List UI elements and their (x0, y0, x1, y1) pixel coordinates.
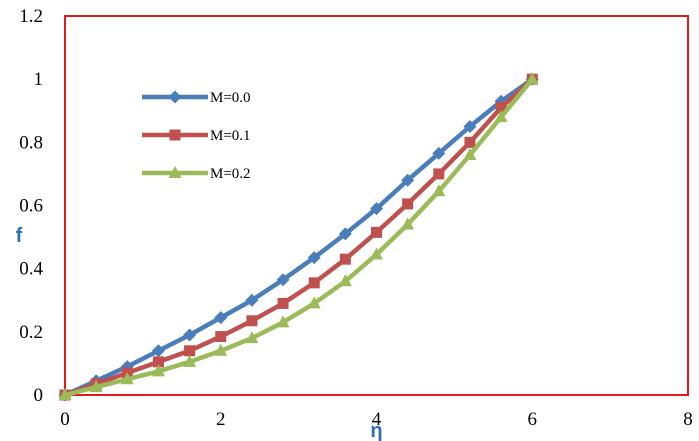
legend-marker (169, 129, 181, 141)
data-point (402, 198, 414, 210)
data-point (432, 146, 446, 160)
x-axis-label: η (370, 420, 382, 441)
x-tick-label: 6 (528, 409, 538, 430)
y-tick-label: 0.4 (19, 259, 43, 280)
data-point (495, 102, 507, 114)
legend-marker (168, 166, 182, 178)
x-tick-label: 0 (60, 409, 70, 430)
y-tick-label: 1.2 (19, 6, 43, 27)
data-point (245, 293, 259, 307)
data-point (89, 380, 103, 393)
data-point (338, 227, 352, 241)
data-point (277, 297, 289, 309)
data-point (371, 226, 382, 238)
data-point (494, 110, 508, 123)
series-line (64, 77, 534, 398)
data-point (464, 136, 476, 148)
data-point (183, 328, 197, 342)
legend-label: M=0.0 (210, 90, 251, 106)
data-point (183, 354, 197, 367)
legend-label: M=0.1 (210, 128, 251, 144)
legend-entry: M=0.2 (142, 166, 251, 182)
data-point (215, 331, 227, 343)
legend-marker (168, 90, 182, 104)
data-point (151, 344, 165, 358)
data-point (370, 202, 383, 216)
data-point (58, 388, 72, 400)
series-line (64, 77, 534, 398)
legend-entry: M=0.1 (142, 128, 251, 144)
plot-area-border (64, 15, 689, 396)
data-point (432, 184, 446, 197)
x-tick-label: 8 (683, 409, 693, 430)
y-tick-label: 0.2 (19, 322, 43, 343)
data-point (307, 251, 321, 265)
y-axis-label: f (16, 225, 23, 247)
y-tick-label: 0.6 (19, 196, 43, 217)
data-point (120, 372, 134, 385)
data-point (433, 168, 445, 180)
data-point (308, 277, 320, 289)
data-point (339, 253, 351, 265)
series-3 (58, 72, 539, 400)
data-point (401, 173, 415, 187)
data-point (401, 217, 415, 230)
data-point (276, 315, 290, 328)
x-tick-label: 4 (372, 409, 382, 430)
data-point (276, 273, 290, 287)
legend: M=0.0 M=0.1 M=0.2 (142, 90, 251, 182)
data-point (152, 356, 164, 368)
series-1 (58, 72, 539, 402)
data-point (184, 345, 196, 357)
data-point (151, 364, 165, 377)
data-point (307, 296, 321, 309)
series-group (58, 72, 539, 402)
legend-entry: M=0.0 (142, 90, 251, 106)
data-point (214, 343, 228, 356)
data-point (370, 247, 383, 260)
tick-labels: 0 2 4 6 8 0 0.2 0.4 0.6 0.8 1 1.2 (19, 6, 693, 430)
data-point (214, 311, 228, 325)
y-tick-label: 0 (34, 385, 44, 406)
series-line (64, 77, 534, 398)
x-tick-label: 2 (216, 409, 226, 430)
data-point (338, 274, 352, 287)
series-2 (59, 73, 538, 401)
legend-label: M=0.2 (210, 166, 251, 182)
y-tick-label: 0.8 (19, 132, 43, 153)
y-tick-label: 1 (34, 69, 44, 90)
data-point (246, 315, 258, 327)
data-point (525, 72, 539, 85)
data-point (463, 120, 477, 134)
data-point (463, 147, 477, 160)
data-point (245, 331, 259, 344)
